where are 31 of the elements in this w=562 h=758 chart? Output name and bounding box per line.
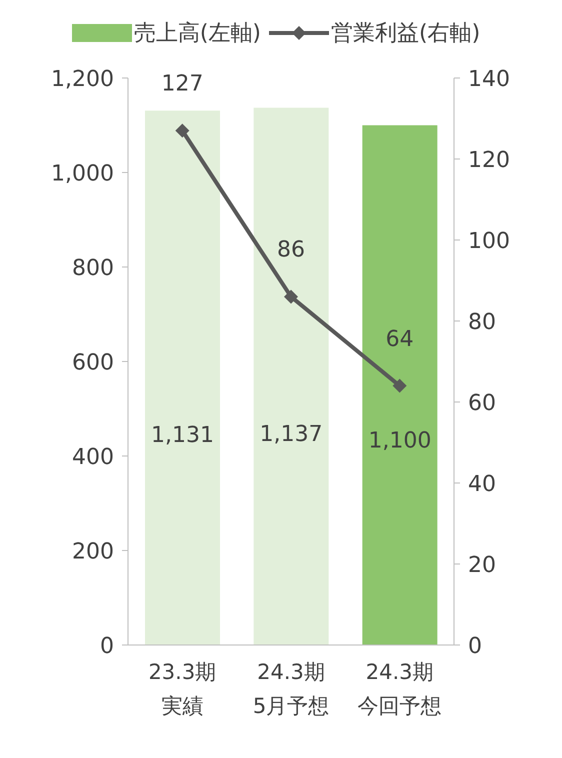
- bar: [145, 110, 220, 645]
- x-tick-label: 24.3期今回予想: [358, 660, 442, 718]
- y-tick-label: 400: [72, 444, 114, 470]
- y-tick-label: 0: [100, 634, 114, 659]
- y-tick-label: 1,000: [51, 161, 114, 186]
- y2-tick-label: 40: [468, 472, 496, 497]
- x-tick-label: 24.3期5月予想: [252, 660, 330, 718]
- x-tick-label: 23.3期実績: [148, 660, 216, 718]
- y-tick-label: 200: [72, 539, 114, 564]
- legend-label: 売上高(左軸): [132, 20, 261, 48]
- y-tick-label: 800: [72, 256, 114, 281]
- point: [284, 290, 298, 304]
- data-label: 127: [161, 72, 204, 97]
- point: [392, 378, 407, 393]
- y2-tick-label: 120: [468, 148, 510, 173]
- y2-tick-label: 20: [468, 552, 496, 578]
- y2-tick-label: 100: [468, 228, 510, 254]
- y-tick-label: 600: [72, 350, 114, 376]
- point: [175, 124, 190, 138]
- y2-tick-label: 0: [468, 634, 482, 659]
- legend-label: 営業利益(右軸): [330, 20, 480, 48]
- data-label: 86: [277, 238, 305, 263]
- y2-tick-label: 80: [468, 310, 496, 335]
- data-label: 1,100: [368, 428, 432, 454]
- y-tick-label: 1,200: [51, 66, 114, 92]
- data-label: 1,137: [260, 422, 323, 447]
- bar: [362, 125, 438, 645]
- data-label: 64: [386, 326, 414, 352]
- y2-tick-label: 140: [468, 66, 510, 92]
- y2-tick-label: 60: [468, 390, 496, 416]
- data-label: 1,131: [151, 422, 214, 448]
